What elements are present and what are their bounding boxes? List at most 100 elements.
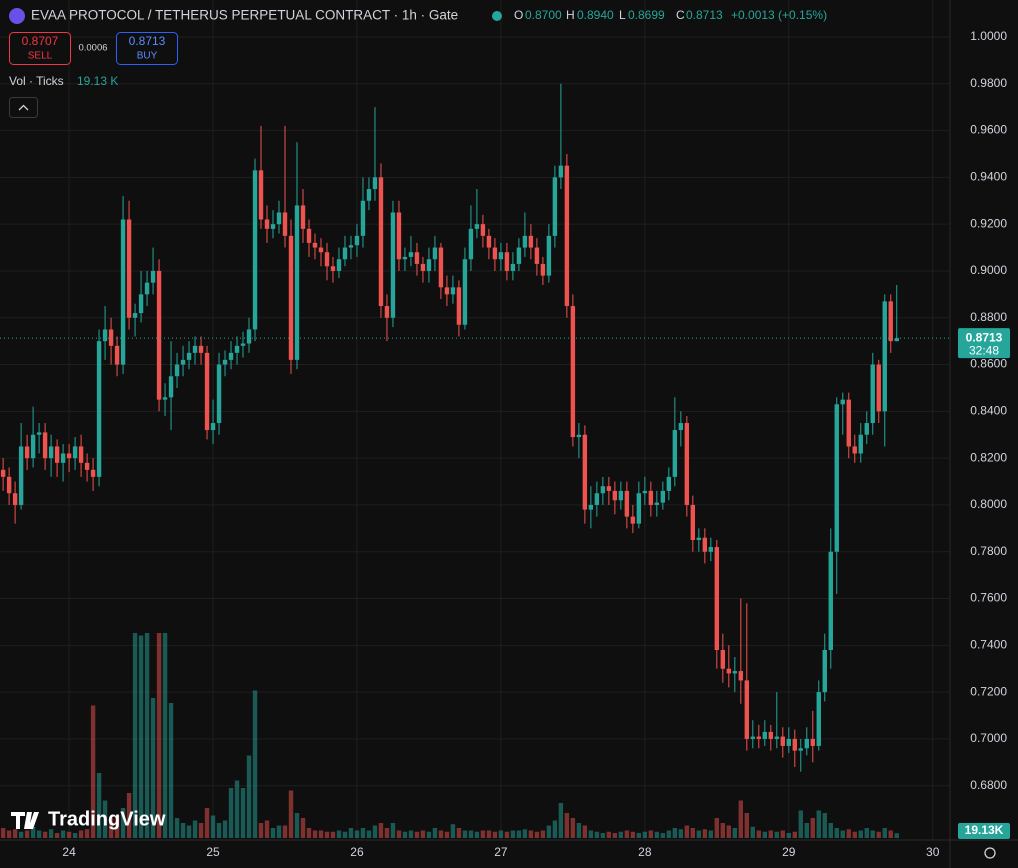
- candle-body: [84, 462, 90, 470]
- y-tick-label: 0.7400: [970, 637, 1007, 651]
- candle-body: [528, 235, 534, 248]
- candle-body: [288, 235, 294, 360]
- volume-bar: [474, 831, 480, 838]
- volume-bar: [762, 831, 767, 838]
- y-tick-label: 0.7000: [970, 731, 1007, 745]
- candle-body: [864, 423, 869, 435]
- volume-bar: [258, 823, 264, 838]
- candle-body: [384, 306, 390, 318]
- volume-bar: [372, 825, 378, 838]
- candle-body: [102, 329, 108, 342]
- volume-bar: [672, 828, 678, 838]
- collapse-button[interactable]: [9, 97, 38, 118]
- candle-body: [534, 247, 540, 264]
- volume-bar: [96, 773, 102, 838]
- candle-body: [378, 177, 384, 307]
- volume-bar: [198, 823, 204, 838]
- y-tick-label: 0.8600: [970, 357, 1007, 371]
- candle-body: [60, 453, 66, 463]
- candle-body: [168, 376, 174, 398]
- candle-body: [150, 270, 156, 283]
- countdown: 32:48: [969, 343, 999, 357]
- candle-body: [474, 224, 480, 229]
- volume-bar: [510, 830, 516, 838]
- candle-body: [6, 476, 12, 494]
- volume-bar: [870, 830, 875, 838]
- volume-bar: [426, 831, 432, 838]
- volume-bar: [402, 831, 408, 838]
- candle-body: [78, 446, 84, 463]
- spread: 0.0006: [78, 43, 107, 54]
- candle-body: [858, 434, 863, 454]
- volume-bar: [366, 830, 372, 838]
- volume-bar: [378, 823, 384, 838]
- candle-body: [582, 434, 588, 510]
- candle-body: [564, 165, 570, 307]
- volume-bar: [714, 818, 720, 838]
- candle-body: [438, 247, 444, 288]
- candle-body: [642, 490, 648, 494]
- candle-body: [300, 205, 306, 229]
- candle-body: [192, 345, 198, 353]
- volume-bar: [318, 830, 324, 838]
- candle-body: [486, 235, 492, 248]
- candle-body: [342, 247, 348, 260]
- candle-body: [882, 301, 887, 412]
- candle-body: [252, 170, 258, 330]
- settings-icon[interactable]: [984, 847, 996, 859]
- volume-bar: [612, 833, 618, 838]
- volume-bar: [516, 830, 522, 838]
- candle-body: [186, 352, 192, 360]
- volume-bar: [606, 831, 612, 838]
- candle-body: [24, 446, 30, 459]
- candle-body: [264, 219, 270, 229]
- volume-bar: [282, 825, 288, 838]
- candle-body: [492, 247, 498, 260]
- candle-body: [738, 671, 744, 681]
- volume-bar: [444, 831, 450, 838]
- candle-body: [630, 516, 636, 524]
- ohlc-key: O: [514, 8, 523, 22]
- volume-bar: [246, 755, 252, 838]
- sell-button[interactable]: [9, 32, 71, 65]
- volume-bar: [270, 828, 276, 838]
- buy-label: BUY: [137, 51, 158, 62]
- candle-body: [666, 476, 672, 491]
- volume-bar: [192, 820, 198, 838]
- candle-body: [348, 245, 354, 248]
- y-tick-label: 0.7800: [970, 544, 1007, 558]
- volume-bar: [798, 810, 803, 838]
- volume-bar: [126, 793, 132, 838]
- volume-bar: [348, 828, 354, 838]
- candle-body: [810, 738, 815, 746]
- candle-body: [588, 504, 594, 510]
- ohlc-value: 0.8700: [525, 8, 562, 22]
- volume-bar: [558, 803, 564, 838]
- last-price-box: [958, 328, 1010, 359]
- volume-bar: [288, 790, 294, 838]
- candle-body: [468, 228, 474, 260]
- volume-bar: [876, 831, 881, 838]
- volume-bar: [234, 780, 240, 838]
- volume-bar: [492, 831, 498, 838]
- candle-body: [210, 423, 216, 431]
- volume-bar: [342, 831, 348, 838]
- volume-value-label: 19.13K: [965, 823, 1004, 837]
- ohlc-value: 0.8713: [686, 8, 723, 22]
- buy-button[interactable]: [116, 32, 178, 65]
- volume-bar: [450, 824, 456, 838]
- volume-bar: [114, 815, 120, 838]
- ohlc-value: 0.8699: [628, 8, 665, 22]
- volume-bar: [720, 823, 726, 838]
- volume-bar: [84, 829, 90, 838]
- candle-body: [684, 423, 690, 505]
- volume-bar: [252, 690, 258, 838]
- volume-bar: [816, 810, 821, 838]
- x-tick-label: 27: [494, 845, 508, 859]
- volume-bar: [186, 825, 192, 838]
- candle-body: [720, 650, 726, 669]
- volume-bar: [102, 800, 108, 838]
- volume-bar: [678, 829, 684, 838]
- candle-body: [498, 252, 504, 260]
- volume-bar: [756, 830, 762, 838]
